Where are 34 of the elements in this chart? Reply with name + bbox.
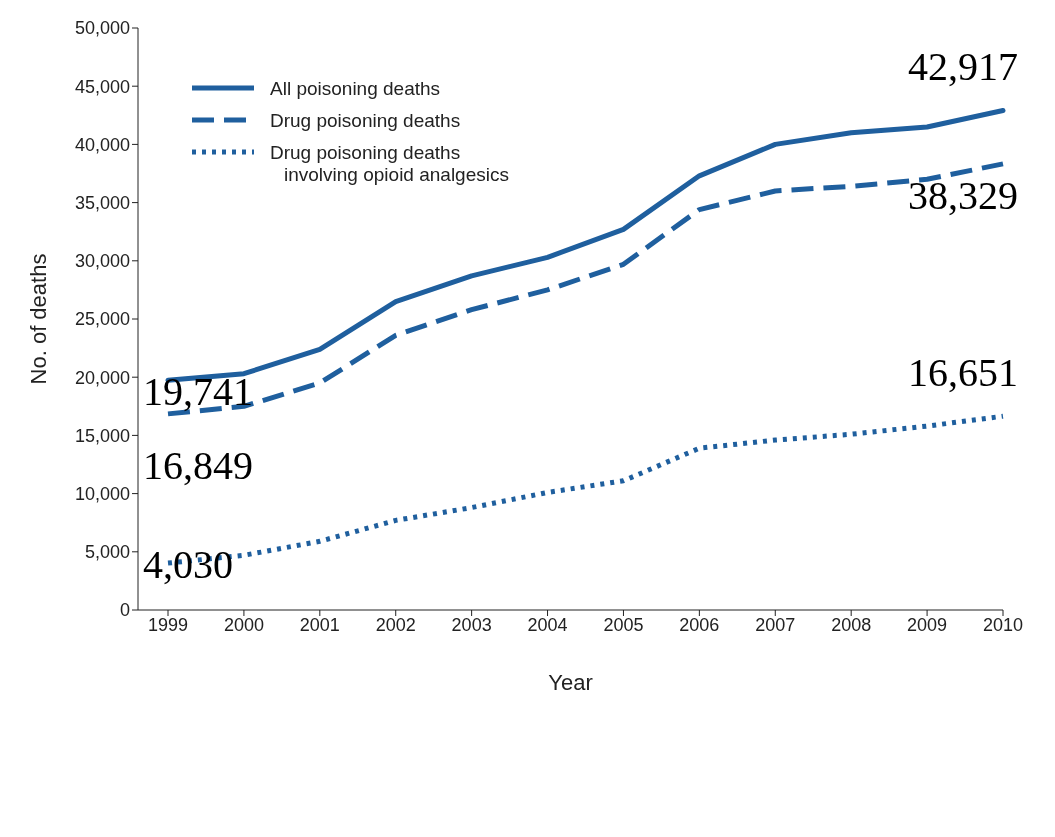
legend-label: Drug poisoning deaths involving opioid analgesics	[270, 142, 509, 186]
annotation: 38,329	[908, 172, 1018, 218]
x-tick-label: 2000	[223, 614, 264, 635]
annotation: 19,741	[143, 369, 253, 415]
x-tick-label: 2004	[527, 614, 568, 635]
x-tick-label: 2005	[603, 614, 644, 635]
x-tick-label: 2007	[755, 614, 796, 635]
y-tick-label: 5,000	[84, 542, 130, 563]
x-tick-label: 2010	[982, 614, 1024, 635]
x-axis-title: Year	[548, 670, 593, 695]
y-tick-label: 25,000	[74, 309, 130, 330]
y-tick-label: 10,000	[74, 483, 130, 504]
x-tick-label: 2001	[299, 614, 340, 635]
y-tick-label: 0	[119, 600, 130, 621]
annotation: 42,917	[908, 44, 1018, 90]
y-tick-label: 30,000	[74, 251, 130, 272]
x-tick-label: 2006	[679, 614, 720, 635]
y-axis-title: No. of deaths	[25, 253, 51, 385]
annotation: 16,849	[143, 442, 253, 488]
y-tick-label: 15,000	[74, 425, 130, 446]
x-tick-label: 2009	[907, 614, 948, 635]
x-tick-label: 2008	[831, 614, 872, 635]
legend-label: All poisoning deaths	[270, 78, 441, 100]
x-tick-label: 1999	[147, 614, 189, 635]
x-tick-label: 2002	[375, 614, 416, 635]
y-tick-label: 45,000	[74, 76, 130, 97]
annotation: 16,651	[908, 350, 1018, 396]
y-tick-label: 40,000	[74, 134, 130, 155]
legend-label: Drug poisoning deaths	[270, 110, 461, 132]
y-tick-label: 35,000	[74, 192, 130, 213]
annotation: 4,030	[143, 542, 233, 588]
y-tick-label: 50,000	[74, 18, 130, 39]
x-tick-label: 2003	[451, 614, 492, 635]
y-tick-label: 20,000	[74, 367, 130, 388]
